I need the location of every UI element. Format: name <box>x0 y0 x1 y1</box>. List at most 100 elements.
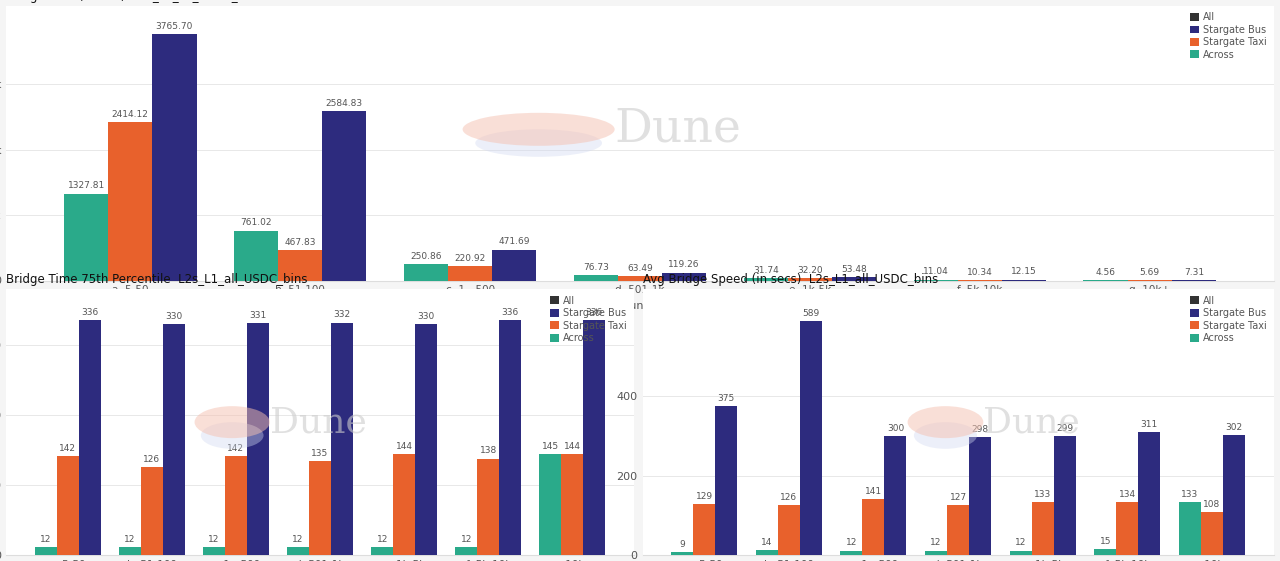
Bar <box>1116 502 1138 555</box>
Text: 3765.70: 3765.70 <box>156 22 193 31</box>
Text: 141: 141 <box>865 487 882 496</box>
Bar <box>1053 436 1075 555</box>
Bar <box>247 323 269 555</box>
Bar <box>78 320 101 555</box>
Bar <box>787 278 832 280</box>
Bar <box>716 406 737 555</box>
Bar <box>64 194 109 280</box>
Bar <box>1010 550 1032 555</box>
Bar <box>947 505 969 555</box>
Circle shape <box>195 406 270 438</box>
Bar <box>1032 503 1053 555</box>
Text: 133: 133 <box>1181 490 1198 499</box>
Circle shape <box>914 422 977 449</box>
Text: 12: 12 <box>461 535 472 544</box>
Bar <box>778 505 800 555</box>
Text: 76.73: 76.73 <box>582 263 609 272</box>
Text: 311: 311 <box>1140 420 1158 429</box>
Bar <box>1201 512 1222 555</box>
Text: 12: 12 <box>209 535 220 544</box>
Legend: All, Stargate Bus, Stargate Taxi, Across: All, Stargate Bus, Stargate Taxi, Across <box>548 294 628 345</box>
X-axis label: Amount Bins: Amount Bins <box>604 301 676 311</box>
Text: 298: 298 <box>972 425 988 434</box>
Bar <box>141 467 163 555</box>
Bar <box>234 231 278 280</box>
Text: 5.69: 5.69 <box>1139 268 1160 277</box>
Text: Bridge Fees (in BPS)  L2s_L1_all_USDC_bins: Bridge Fees (in BPS) L2s_L1_all_USDC_bin… <box>6 0 262 3</box>
Bar <box>832 277 877 280</box>
Bar <box>884 436 906 555</box>
Text: 145: 145 <box>541 442 559 450</box>
Text: 11.04: 11.04 <box>923 268 948 277</box>
Text: 331: 331 <box>250 311 266 320</box>
Bar <box>393 454 415 555</box>
Text: 12: 12 <box>1015 539 1027 548</box>
Bar <box>1094 549 1116 555</box>
Text: 336: 336 <box>502 307 518 316</box>
Text: Bridge Time 75th Percentile  L2s_L1_all_USDC_bins: Bridge Time 75th Percentile L2s_L1_all_U… <box>6 273 308 286</box>
Text: 9: 9 <box>680 540 685 549</box>
Text: 12: 12 <box>40 535 51 544</box>
Text: 144: 144 <box>396 442 412 451</box>
Text: 302: 302 <box>1225 423 1243 432</box>
Bar <box>562 454 584 555</box>
Text: 467.83: 467.83 <box>284 237 316 247</box>
Bar <box>800 321 822 555</box>
Text: 336: 336 <box>585 307 603 316</box>
Text: 129: 129 <box>696 492 713 501</box>
Bar <box>744 278 787 280</box>
Text: 135: 135 <box>311 449 329 458</box>
Bar <box>618 277 662 280</box>
Text: Dune: Dune <box>270 405 366 439</box>
Text: 250.86: 250.86 <box>410 252 442 261</box>
Text: 12: 12 <box>846 539 858 548</box>
Bar <box>287 547 308 555</box>
Text: 330: 330 <box>417 312 435 321</box>
Legend: All, Stargate Bus, Stargate Taxi, Across: All, Stargate Bus, Stargate Taxi, Across <box>1188 11 1268 62</box>
Bar <box>841 550 863 555</box>
Bar <box>448 266 493 280</box>
Text: 133: 133 <box>1034 490 1051 499</box>
Text: 12: 12 <box>292 535 303 544</box>
Bar <box>371 547 393 555</box>
Text: Dune: Dune <box>614 107 741 152</box>
Bar <box>493 250 536 280</box>
Text: 589: 589 <box>803 309 819 318</box>
Bar <box>56 456 78 555</box>
Text: 1327.81: 1327.81 <box>68 181 105 190</box>
Text: 7.31: 7.31 <box>1184 268 1204 277</box>
Bar <box>163 324 184 555</box>
Text: 12.15: 12.15 <box>1011 268 1037 277</box>
Text: 142: 142 <box>228 444 244 453</box>
Text: 2584.83: 2584.83 <box>326 99 364 108</box>
Text: 119.26: 119.26 <box>668 260 700 269</box>
Bar <box>662 273 707 280</box>
Legend: All, Stargate Bus, Stargate Taxi, Across: All, Stargate Bus, Stargate Taxi, Across <box>1188 294 1268 345</box>
Text: 12: 12 <box>376 535 388 544</box>
Text: 375: 375 <box>718 394 735 403</box>
Text: 761.02: 761.02 <box>241 218 271 227</box>
Bar <box>1222 435 1245 555</box>
Text: 471.69: 471.69 <box>498 237 530 246</box>
Bar <box>35 547 56 555</box>
Bar <box>863 499 884 555</box>
Bar <box>456 547 477 555</box>
Bar <box>584 320 605 555</box>
Bar <box>119 547 141 555</box>
Bar <box>204 547 225 555</box>
Text: 2414.12: 2414.12 <box>111 110 148 119</box>
Text: 144: 144 <box>563 442 581 451</box>
Text: 10.34: 10.34 <box>966 268 993 277</box>
Bar <box>694 504 716 555</box>
Text: 15: 15 <box>1100 537 1111 546</box>
Bar <box>323 111 366 280</box>
Text: 332: 332 <box>333 310 351 319</box>
Text: 336: 336 <box>81 307 99 316</box>
Text: 108: 108 <box>1203 500 1221 509</box>
Bar <box>539 454 562 555</box>
Bar <box>109 122 152 280</box>
Text: 14: 14 <box>762 537 773 546</box>
Text: 126: 126 <box>143 455 160 464</box>
Text: 126: 126 <box>781 493 797 502</box>
Text: 142: 142 <box>59 444 77 453</box>
